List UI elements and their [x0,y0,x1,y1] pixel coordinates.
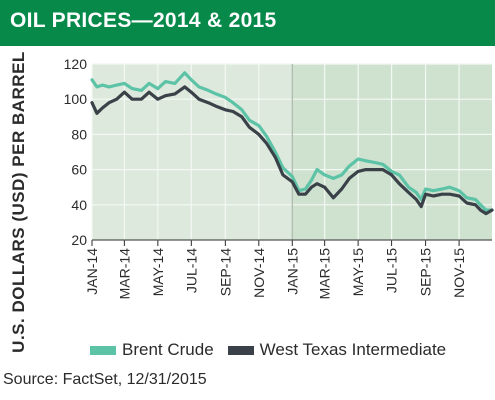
x-tick-label: JUL-14 [183,248,199,293]
series-line-brent [90,71,494,212]
x-tick-label: JAN-14 [84,248,100,295]
x-tick-label: MAY-15 [350,248,366,296]
x-tick-label: SEP-14 [217,248,233,296]
source-note: Source: FactSet, 12/31/2015 [3,371,207,388]
legend-item-brent: Brent Crude [90,340,214,360]
y-tick-label: 80 [71,126,87,142]
chart-title: OIL PRICES—2014 & 2015 [10,9,277,32]
chart-legend: Brent Crude West Texas Intermediate [90,339,460,361]
legend-label-brent: Brent Crude [122,340,214,359]
series-line-wti [90,85,494,216]
plot-background-2014 [92,64,293,240]
x-tick-label: MAR-15 [317,248,333,300]
x-tick-label: MAR-14 [116,248,132,300]
legend-label-wti: West Texas Intermediate [259,340,447,359]
y-tick-label: 60 [71,162,87,178]
x-tick-label: NOV-15 [451,248,467,298]
y-tick-label: 20 [71,232,87,248]
chart-title-banner: OIL PRICES—2014 & 2015 [0,0,495,46]
legend-swatch-brent [90,345,116,355]
legend-item-wti: West Texas Intermediate [227,340,447,360]
y-tick-label: 120 [64,56,88,72]
x-tick-label: JUL-15 [384,248,400,293]
legend-swatch-wti [227,345,254,355]
y-tick-label: 100 [64,91,88,107]
x-tick-label: MAY-14 [150,248,166,296]
x-tick-label: JAN-15 [284,248,300,295]
y-axis-title: U.S. DOLLARS (USD) PER BARREL [9,51,28,353]
x-tick-label: SEP-15 [418,248,434,296]
y-tick-label: 40 [71,197,87,213]
x-tick-label: NOV-14 [251,248,267,298]
